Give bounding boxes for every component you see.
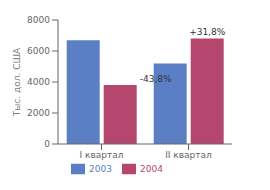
svg-text:-43,8%: -43,8% <box>140 74 172 84</box>
svg-text:4000: 4000 <box>27 77 50 87</box>
svg-text:+31,8%: +31,8% <box>189 27 226 37</box>
svg-text:II квартал: II квартал <box>165 150 212 160</box>
svg-text:Тыс. дол. США: Тыс. дол. США <box>12 47 22 117</box>
svg-text:2000: 2000 <box>27 108 50 118</box>
html-text:2004: 2004 <box>140 163 163 174</box>
svg-text:8000: 8000 <box>27 15 50 25</box>
svg-text:I квартал: I квартал <box>80 150 124 160</box>
svg-text:0: 0 <box>44 139 50 149</box>
html-text:2003: 2003 <box>89 163 112 174</box>
svg-text:6000: 6000 <box>27 46 50 56</box>
